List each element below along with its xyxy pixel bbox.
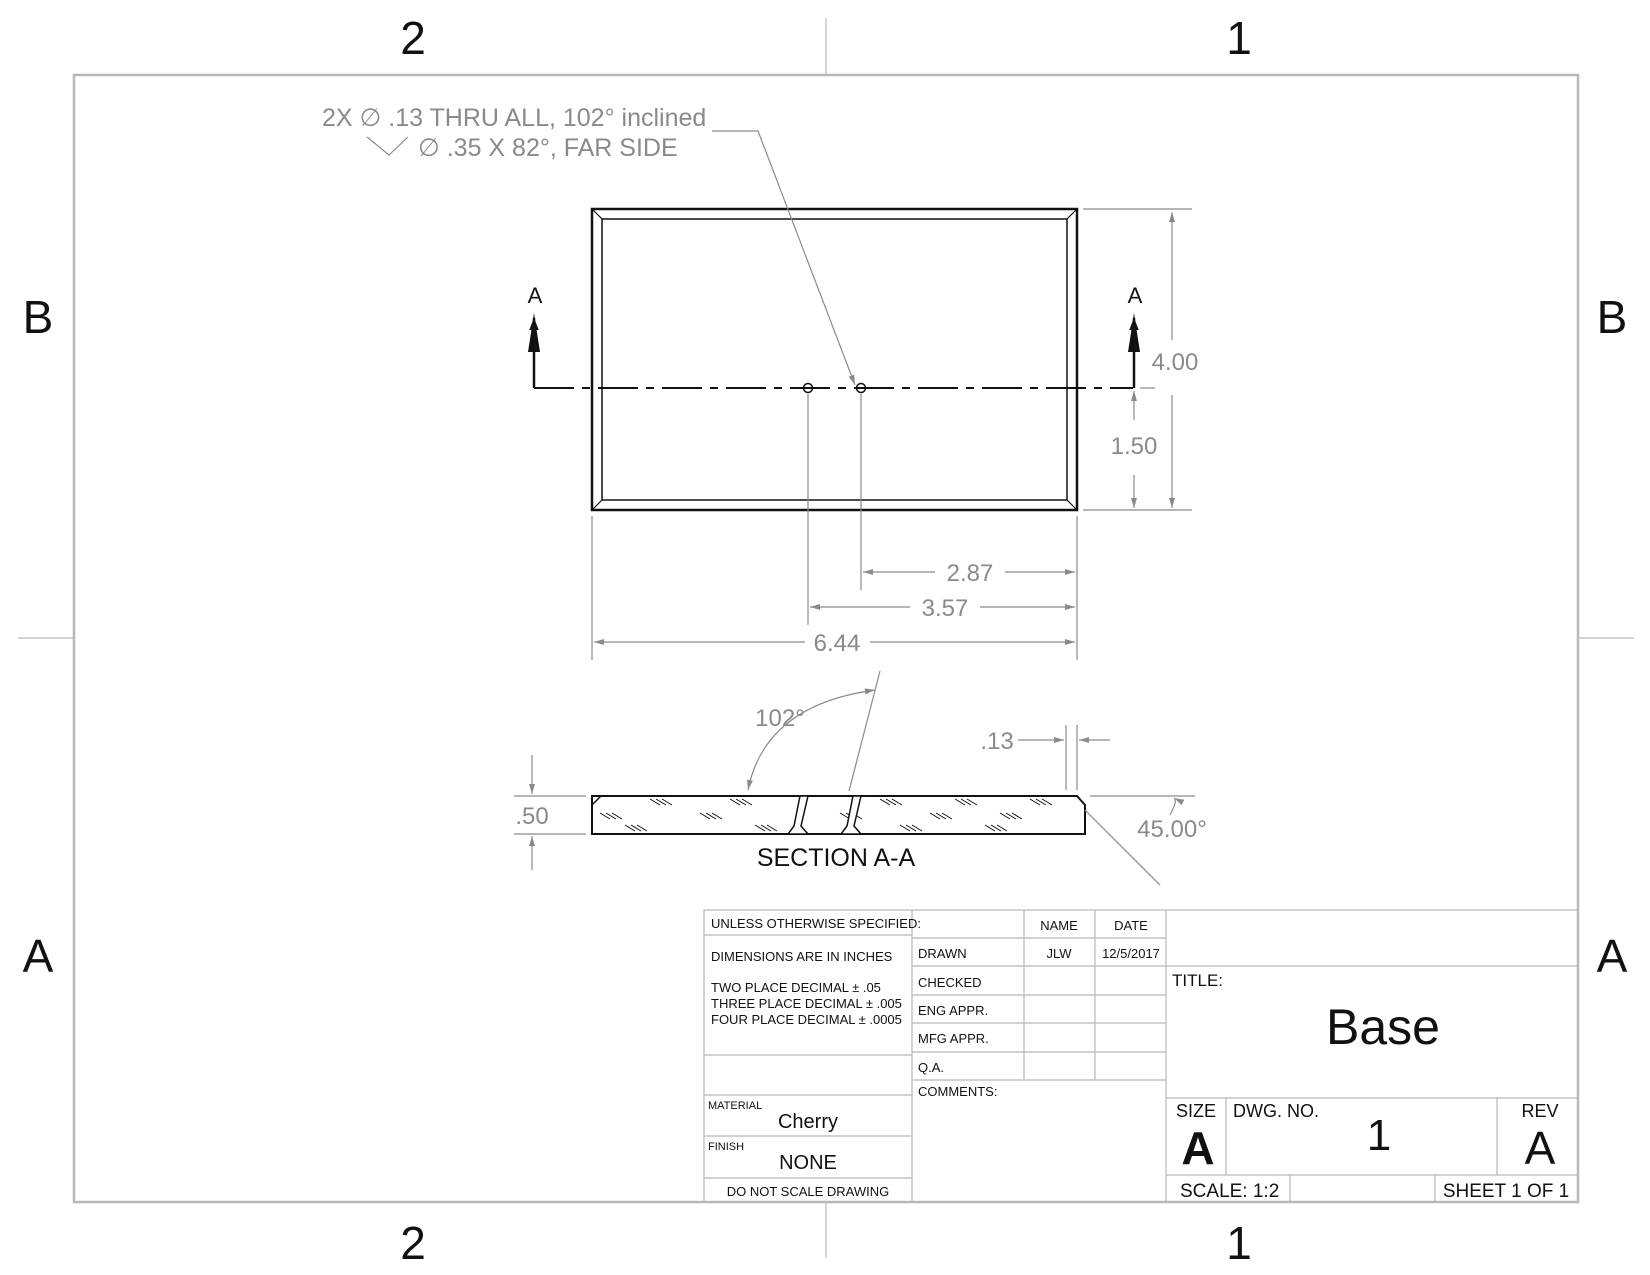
tb-size: A [1181,1122,1214,1174]
dim-width: 6.44 [814,630,861,657]
section-hatch [599,798,1053,832]
zone-labels: 2 1 2 1 B B A A [23,12,1628,1269]
tb-name-header: NAME [1040,918,1078,933]
tb-comments: COMMENTS: [918,1084,997,1099]
dim-angle: 102° [755,705,805,732]
dim-hole2-x: 3.57 [922,595,969,622]
section-view: SECTION A-A [591,795,1086,872]
vertical-dimensions: 4.00 1.50 [1083,208,1199,511]
horizontal-dimensions: 2.87 3.57 6.44 [591,394,1078,660]
tb-finish-label: FINISH [708,1141,744,1153]
dim-hole1-x: 2.87 [947,560,994,587]
tb-tol-two: TWO PLACE DECIMAL ± .05 [711,980,881,995]
section-dimensions: 102° .13 .50 45.00° [514,670,1207,886]
section-mark-right: A [1128,283,1143,308]
tb-sheet: SHEET 1 OF 1 [1443,1181,1569,1202]
tb-scale: SCALE: 1:2 [1180,1181,1279,1202]
tb-title: Base [1326,999,1440,1055]
tb-dwg-label: DWG. NO. [1233,1101,1319,1121]
zone-left-lower: A [23,930,54,982]
dim-thickness: .50 [515,803,548,830]
hole-callout: 2X ∅ .13 THRU ALL, 102° inclined ∅ .35 X… [322,104,856,386]
plate-outline [590,207,1079,512]
tb-finish: NONE [779,1152,837,1174]
section-cut-line: A A [528,283,1143,389]
tb-drawn-name: JLW [1046,946,1072,961]
tb-row-eng: ENG APPR. [918,1003,988,1018]
countersink-icon [366,136,409,156]
zone-right-upper: B [1597,291,1628,343]
inclined-holes [786,795,863,835]
tb-date-header: DATE [1114,918,1148,933]
tb-tol-three: THREE PLACE DECIMAL ± .005 [711,996,902,1011]
tb-row-drawn: DRAWN [918,946,967,961]
tb-row-mfg: MFG APPR. [918,1031,989,1046]
section-label: SECTION A-A [757,844,916,872]
plate-chamfer-edge [601,218,1068,501]
title-block: UNLESS OTHERWISE SPECIFIED: DIMENSIONS A… [703,909,1579,1203]
dim-hole-y: 1.50 [1111,433,1158,460]
tb-tol-four: FOUR PLACE DECIMAL ± .0005 [711,1012,902,1027]
tb-rev-label: REV [1521,1101,1558,1121]
tb-unless: UNLESS OTHERWISE SPECIFIED: [711,916,921,931]
tb-dwg-no: 1 [1367,1111,1391,1160]
zone-left-upper: B [23,291,54,343]
top-view [590,207,1079,512]
zone-top-left: 2 [400,12,426,64]
tb-rev: A [1525,1122,1556,1174]
dim-edge: .13 [980,728,1013,755]
callout-line-1: 2X ∅ .13 THRU ALL, 102° inclined [322,104,706,132]
tb-row-checked: CHECKED [918,975,982,990]
tb-do-not-scale: DO NOT SCALE DRAWING [727,1184,890,1199]
zone-top-right: 1 [1226,12,1252,64]
zone-bottom-right: 1 [1226,1217,1252,1269]
tb-size-label: SIZE [1176,1101,1216,1121]
tb-title-label: TITLE: [1172,971,1223,990]
tb-material-label: MATERIAL [708,1100,762,1112]
tb-drawn-date: 12/5/2017 [1102,946,1160,961]
tb-material: Cherry [778,1111,838,1133]
dim-height: 4.00 [1152,349,1199,376]
tb-row-qa: Q.A. [918,1060,944,1075]
dim-chamfer: 45.00° [1137,816,1207,843]
section-mark-left: A [528,283,543,308]
tb-dims-in: DIMENSIONS ARE IN INCHES [711,949,893,964]
zone-bottom-left: 2 [400,1217,426,1269]
zone-right-lower: A [1597,930,1628,982]
callout-line-2: ∅ .35 X 82°, FAR SIDE [418,134,678,162]
